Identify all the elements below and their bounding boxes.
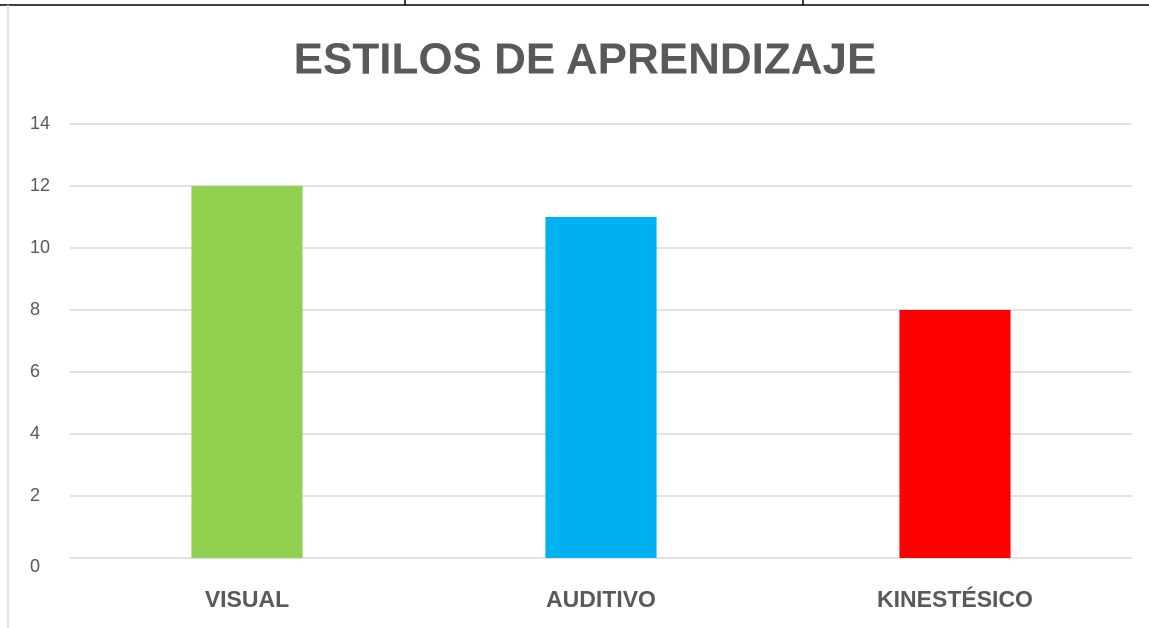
- y-tick-label: 10: [30, 237, 50, 257]
- y-tick-label: 12: [30, 175, 50, 195]
- bar: [899, 310, 1011, 558]
- bar: [191, 186, 303, 558]
- y-tick-label: 4: [30, 423, 40, 443]
- chart-title: ESTILOS DE APRENDIZAJE: [294, 35, 877, 84]
- y-tick-label: 6: [30, 361, 40, 381]
- y-tick-label: 14: [30, 113, 50, 133]
- bar: [545, 217, 657, 558]
- x-tick-label: VISUAL: [205, 586, 289, 612]
- x-tick-label: KINESTÉSICO: [877, 585, 1033, 612]
- y-tick-label: 0: [30, 556, 40, 576]
- y-tick-label: 2: [30, 485, 40, 505]
- x-tick-label: AUDITIVO: [546, 586, 656, 612]
- y-tick-label: 8: [30, 299, 40, 319]
